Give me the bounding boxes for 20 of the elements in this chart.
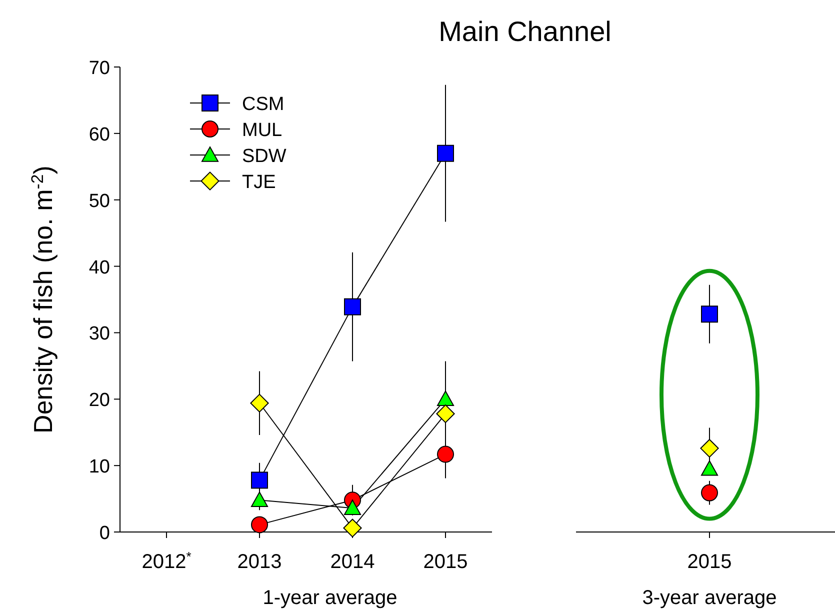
y-tick-label: 20 — [88, 390, 110, 412]
x-axis-title: 3-year average — [642, 587, 777, 609]
x-tick-label: 2012$^{*}$ — [142, 548, 192, 573]
x-axis-title: 1-year average — [262, 587, 398, 609]
y-tick-label: 70 — [88, 58, 110, 79]
y-tick-label: 40 — [88, 257, 110, 278]
x-tick-label: 2014 — [330, 551, 375, 573]
y-tick-label: 0 — [99, 523, 110, 544]
legend-label: CSM — [242, 94, 284, 115]
legend-label: MUL — [242, 120, 282, 141]
legend-label: SDW — [242, 146, 286, 167]
y-tick-label: 50 — [88, 190, 110, 212]
y-tick-label: 10 — [88, 456, 110, 478]
x-tick-label: 2015 — [423, 551, 468, 573]
chart-title: Main Channel — [438, 16, 612, 47]
y-tick-label: 60 — [88, 124, 110, 146]
x-tick-label: 2015 — [687, 551, 732, 573]
y-tick-label: 30 — [88, 324, 110, 345]
x-tick-label: 2013 — [237, 551, 282, 573]
legend-label: TJE — [242, 172, 276, 193]
